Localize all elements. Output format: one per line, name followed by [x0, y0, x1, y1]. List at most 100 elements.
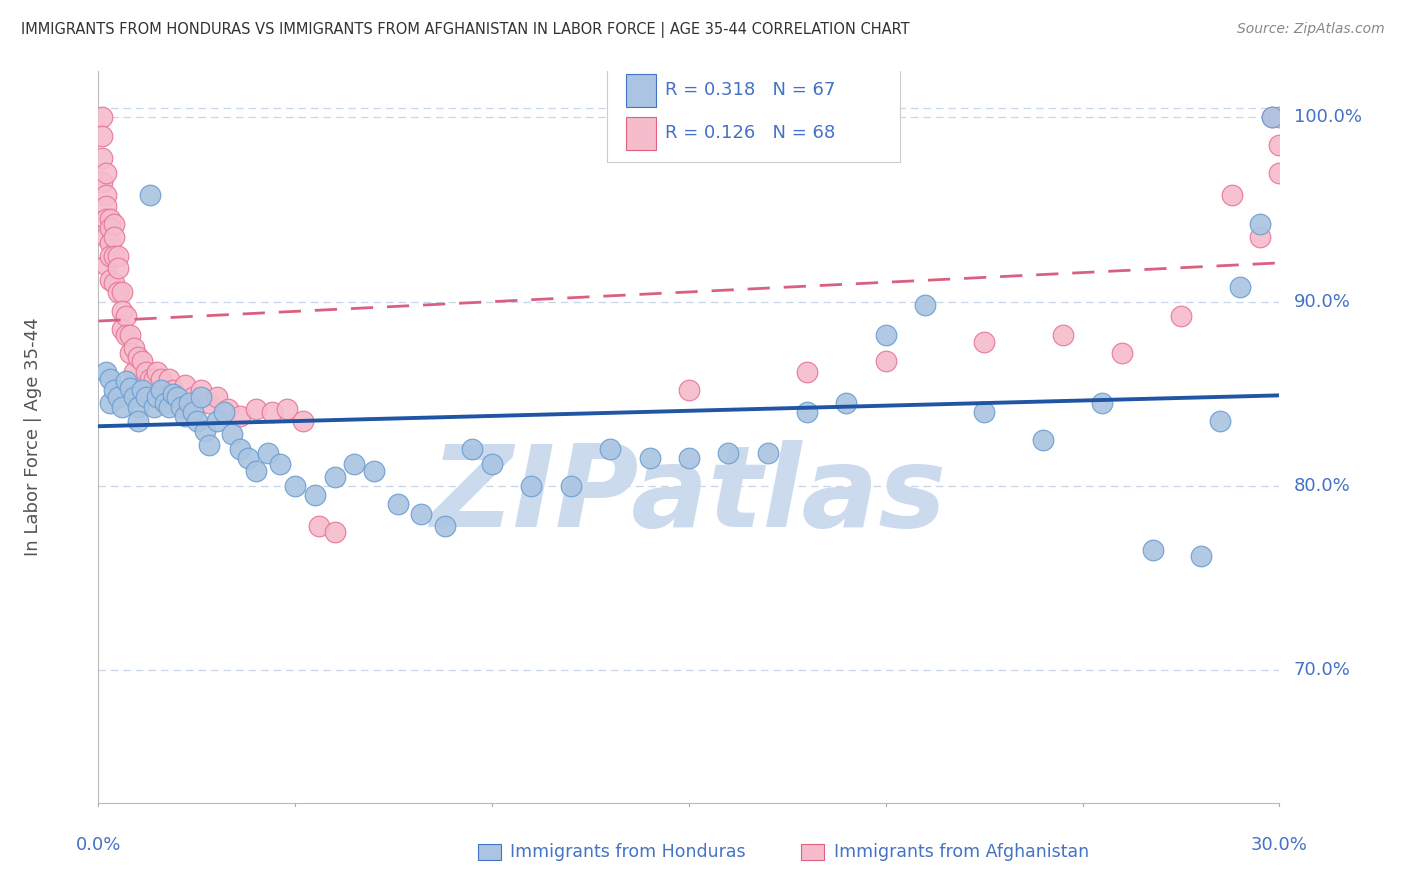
- Point: [174, 377, 197, 392]
- Text: Immigrants from Honduras: Immigrants from Honduras: [510, 843, 747, 861]
- Point: [260, 405, 283, 419]
- Point: [205, 414, 228, 428]
- Point: [678, 451, 700, 466]
- Point: [194, 424, 217, 438]
- Point: [343, 457, 366, 471]
- Point: [520, 479, 543, 493]
- Point: [98, 249, 121, 263]
- Point: [1052, 327, 1074, 342]
- Point: [186, 414, 208, 428]
- FancyBboxPatch shape: [626, 74, 655, 107]
- Text: Source: ZipAtlas.com: Source: ZipAtlas.com: [1237, 22, 1385, 37]
- Point: [135, 365, 157, 379]
- Point: [1220, 187, 1243, 202]
- Point: [717, 446, 740, 460]
- Point: [155, 396, 177, 410]
- Point: [98, 396, 121, 410]
- Point: [96, 166, 118, 180]
- Point: [973, 335, 995, 350]
- FancyBboxPatch shape: [478, 844, 501, 860]
- Point: [1091, 396, 1114, 410]
- Point: [197, 396, 219, 410]
- Point: [111, 304, 134, 318]
- Text: R = 0.126   N = 68: R = 0.126 N = 68: [665, 124, 835, 142]
- Text: R = 0.318   N = 67: R = 0.318 N = 67: [665, 81, 835, 99]
- Point: [91, 175, 114, 189]
- Point: [96, 258, 118, 272]
- Point: [304, 488, 326, 502]
- Point: [115, 327, 138, 342]
- Point: [122, 365, 145, 379]
- Point: [166, 391, 188, 405]
- Point: [96, 199, 118, 213]
- Point: [323, 469, 346, 483]
- Point: [796, 405, 818, 419]
- Point: [190, 391, 212, 405]
- Point: [107, 249, 129, 263]
- Text: ZIPatlas: ZIPatlas: [430, 440, 948, 551]
- Point: [127, 414, 149, 428]
- Point: [181, 391, 204, 405]
- Point: [914, 298, 936, 312]
- Text: IMMIGRANTS FROM HONDURAS VS IMMIGRANTS FROM AFGHANISTAN IN LABOR FORCE | AGE 35-: IMMIGRANTS FROM HONDURAS VS IMMIGRANTS F…: [21, 22, 910, 38]
- Point: [122, 341, 145, 355]
- FancyBboxPatch shape: [626, 117, 655, 150]
- Point: [245, 464, 267, 478]
- Point: [1260, 111, 1282, 125]
- Point: [162, 386, 184, 401]
- Text: 0.0%: 0.0%: [76, 836, 121, 854]
- Point: [221, 427, 243, 442]
- Point: [157, 372, 180, 386]
- Point: [138, 372, 160, 386]
- Point: [118, 381, 141, 395]
- Point: [599, 442, 621, 456]
- FancyBboxPatch shape: [607, 62, 900, 162]
- Point: [131, 353, 153, 368]
- Point: [433, 519, 456, 533]
- Point: [461, 442, 484, 456]
- Point: [197, 438, 219, 452]
- Point: [131, 383, 153, 397]
- Point: [96, 365, 118, 379]
- Point: [146, 391, 169, 405]
- Point: [875, 353, 897, 368]
- Point: [91, 128, 114, 143]
- Point: [796, 365, 818, 379]
- Point: [1209, 414, 1232, 428]
- Point: [1170, 310, 1192, 324]
- Point: [363, 464, 385, 478]
- Point: [875, 327, 897, 342]
- Point: [245, 401, 267, 416]
- FancyBboxPatch shape: [801, 844, 824, 860]
- Point: [115, 374, 138, 388]
- Point: [107, 261, 129, 276]
- Point: [678, 383, 700, 397]
- Point: [142, 372, 165, 386]
- Point: [118, 346, 141, 360]
- Point: [103, 383, 125, 397]
- Point: [103, 277, 125, 291]
- Point: [190, 383, 212, 397]
- Point: [135, 391, 157, 405]
- Point: [1032, 433, 1054, 447]
- Point: [308, 519, 330, 533]
- Point: [174, 409, 197, 423]
- Point: [229, 409, 252, 423]
- Point: [98, 211, 121, 226]
- Point: [323, 524, 346, 539]
- Point: [111, 285, 134, 300]
- Point: [142, 400, 165, 414]
- Point: [560, 479, 582, 493]
- Point: [269, 457, 291, 471]
- Point: [162, 383, 184, 397]
- Point: [138, 187, 160, 202]
- Point: [91, 151, 114, 165]
- Point: [292, 414, 315, 428]
- Point: [127, 400, 149, 414]
- Point: [111, 400, 134, 414]
- Point: [1260, 111, 1282, 125]
- Point: [96, 230, 118, 244]
- Point: [146, 365, 169, 379]
- Point: [1249, 230, 1271, 244]
- Point: [98, 235, 121, 250]
